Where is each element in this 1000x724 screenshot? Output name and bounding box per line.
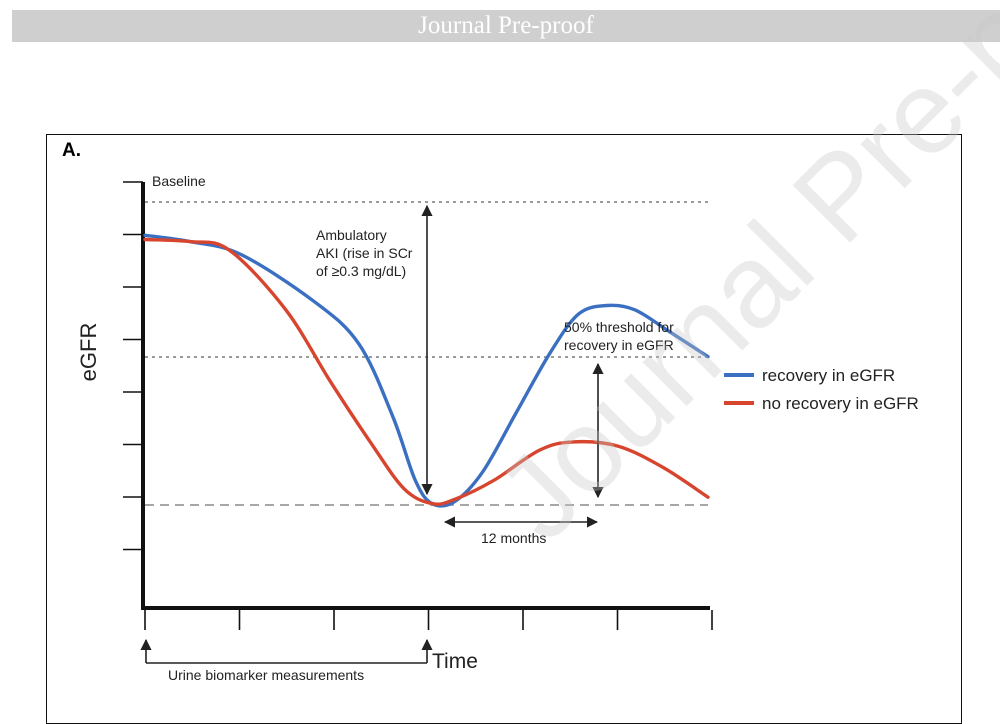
y-ticks — [123, 181, 143, 551]
baseline-label: Baseline — [152, 173, 206, 189]
journal-banner: Journal Pre-proof — [12, 10, 1000, 42]
y-axis-label: eGFR — [76, 323, 101, 382]
legend-label-no-recovery: no recovery in eGFR — [762, 394, 919, 413]
threshold-annotation-line-2: recovery in eGFR — [564, 337, 674, 353]
legend-label-recovery: recovery in eGFR — [762, 366, 895, 385]
series-line-recovery — [143, 233, 710, 508]
threshold-annotation-line-1: 50% threshold for — [564, 319, 674, 335]
urine-annotation: Urine biomarker measurements — [168, 667, 364, 683]
aki-annotation-line-1: Ambulatory — [316, 227, 387, 243]
panel-label: A. — [62, 140, 81, 161]
x-axis-label: Time — [432, 650, 478, 673]
months-annotation: 12 months — [481, 530, 546, 546]
aki-annotation-line-2: AKI (rise in SCr — [316, 245, 413, 261]
x-ticks — [144, 610, 713, 630]
aki-annotation-line-3: of ≥0.3 mg/dL) — [316, 263, 406, 279]
